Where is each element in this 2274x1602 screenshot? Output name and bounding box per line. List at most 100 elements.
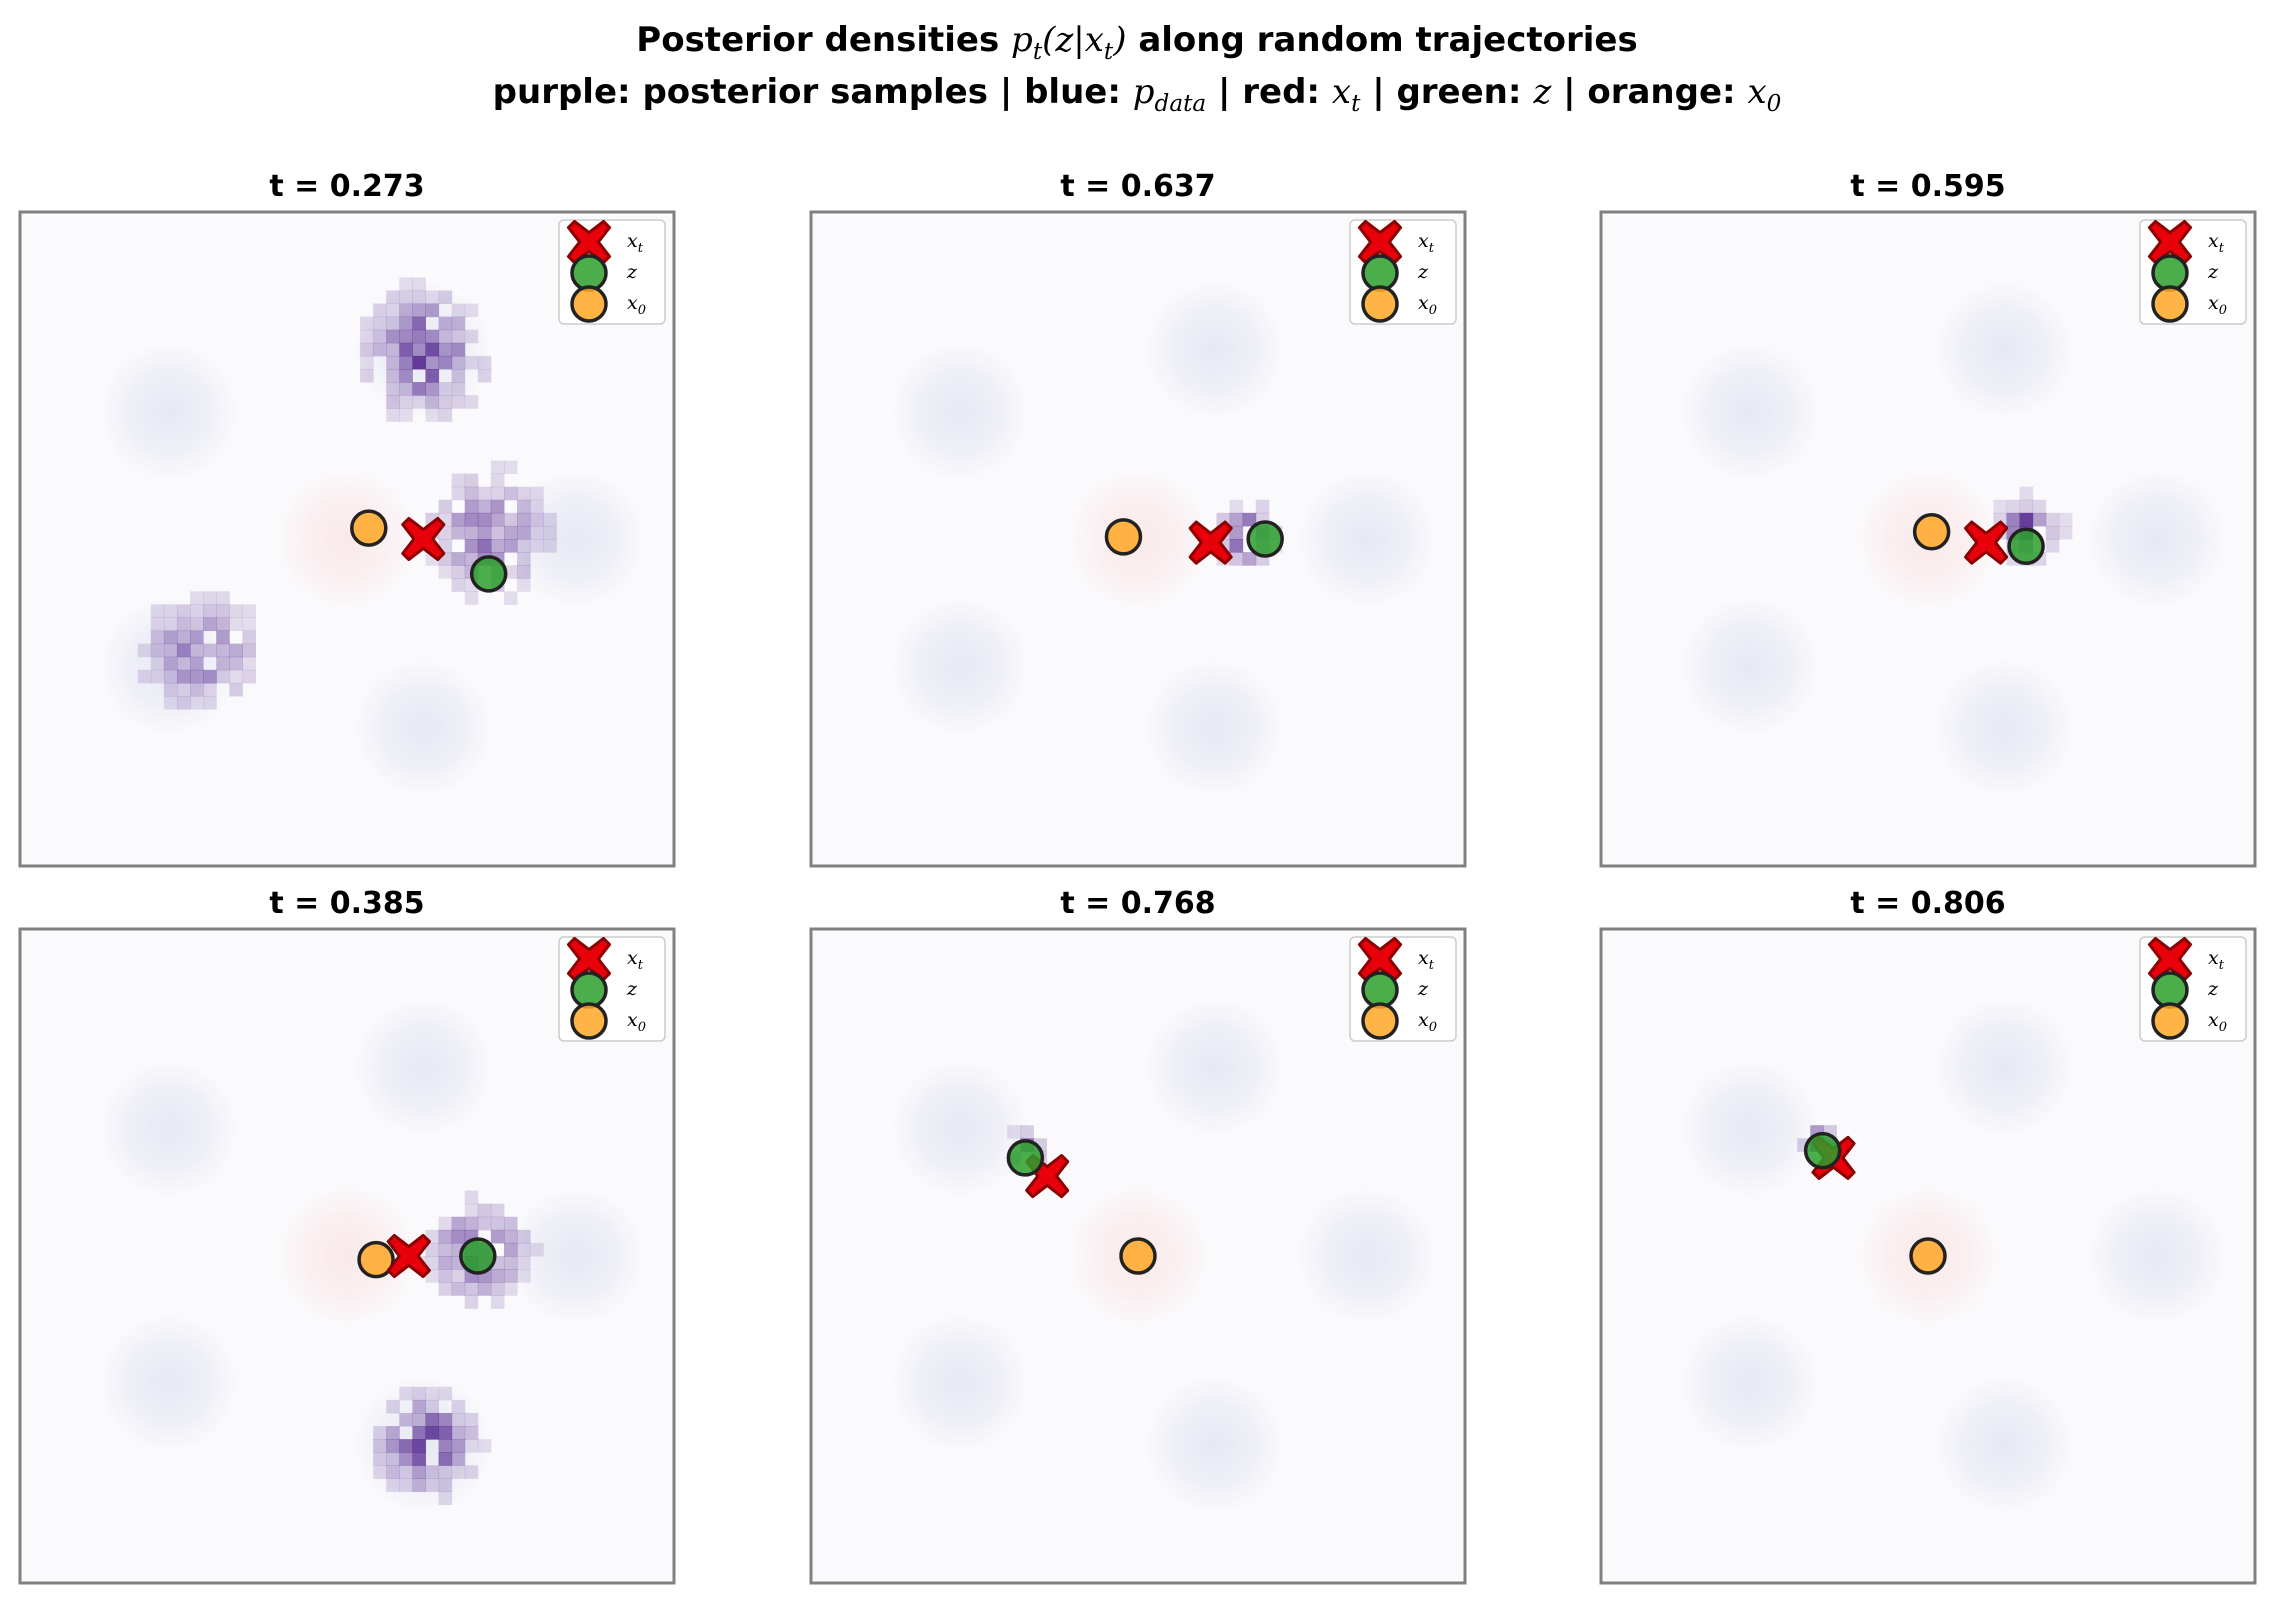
- legend-label: z: [1417, 261, 1429, 283]
- legend-x0-marker: [1361, 285, 1399, 323]
- posterior-cell: [425, 355, 440, 370]
- data-density-mode: [1935, 658, 2074, 797]
- posterior-cell: [399, 382, 413, 396]
- data-density-mode: [2087, 469, 2226, 609]
- posterior-cell: [412, 1439, 426, 1453]
- posterior-cell: [464, 1282, 479, 1296]
- posterior-cell: [451, 303, 466, 318]
- posterior-cell: [438, 1216, 453, 1231]
- density-layer: [890, 998, 1436, 1514]
- posterior-cell: [373, 1439, 387, 1453]
- legend-xt-marker: [1357, 936, 1403, 982]
- posterior-cell: [517, 1229, 531, 1244]
- posterior-cell: [242, 656, 256, 671]
- subplot-title: t = 0.385: [269, 886, 424, 921]
- subplot-title: t = 0.273: [269, 169, 424, 204]
- legend-label: z: [2207, 261, 2219, 283]
- posterior-cell: [490, 460, 505, 475]
- posterior-cell: [530, 512, 544, 527]
- posterior-cell: [464, 329, 479, 344]
- data-density-mode: [1297, 469, 1436, 609]
- data-density-mode: [354, 658, 493, 797]
- posterior-cell: [203, 682, 217, 697]
- posterior-cell: [517, 1242, 531, 1257]
- x0-marker: [350, 509, 388, 547]
- posterior-cell: [163, 656, 178, 671]
- posterior-cell: [425, 1465, 440, 1479]
- data-density-mode: [506, 1186, 645, 1326]
- prior-density: [274, 1183, 420, 1329]
- posterior-cell: [477, 499, 492, 514]
- posterior-cell: [373, 1452, 387, 1466]
- legend-x0-marker: [570, 285, 608, 323]
- data-density-mode: [1680, 1059, 1819, 1198]
- posterior-cell: [412, 1465, 426, 1479]
- posterior-cell: [451, 1229, 466, 1244]
- posterior-cell: [399, 1465, 413, 1479]
- posterior-cell: [503, 1269, 518, 1283]
- posterior-cell: [425, 395, 440, 409]
- posterior-cell: [464, 525, 479, 540]
- posterior-cell: [451, 552, 466, 566]
- posterior-cell: [477, 1282, 492, 1296]
- posterior-cell: [412, 290, 426, 305]
- posterior-cell: [451, 1439, 466, 1453]
- posterior-cell: [163, 617, 178, 632]
- posterior-cell: [490, 1229, 505, 1244]
- data-density-mode: [1145, 281, 1284, 420]
- posterior-cell: [464, 1439, 479, 1453]
- posterior-cell: [386, 355, 400, 370]
- data-density-mode: [99, 597, 239, 736]
- posterior-cell: [464, 1426, 479, 1440]
- posterior-cell: [399, 1452, 413, 1466]
- posterior-cell: [190, 643, 204, 658]
- posterior-cell: [530, 525, 544, 540]
- posterior-cell: [490, 473, 505, 488]
- posterior-cell: [425, 1256, 440, 1270]
- posterior-cell: [477, 539, 492, 553]
- posterior-cell: [451, 316, 466, 331]
- posterior-cell: [163, 682, 178, 697]
- posterior-cell: [163, 604, 178, 618]
- posterior-cell: [1007, 1125, 1021, 1139]
- posterior-cell: [517, 512, 531, 527]
- posterior-cell: [1242, 552, 1257, 566]
- posterior-cell: [399, 303, 413, 318]
- legend-x0-marker: [2151, 285, 2189, 323]
- posterior-cell: [163, 669, 178, 684]
- data-density-mode: [1935, 1375, 2074, 1514]
- posterior-cell: [503, 486, 518, 501]
- z-marker: [2007, 527, 2045, 566]
- posterior-cell: [477, 368, 492, 383]
- posterior-cell: [438, 1269, 453, 1283]
- posterior-cell: [242, 604, 256, 618]
- posterior-cell: [412, 395, 426, 409]
- posterior-cell: [399, 355, 413, 370]
- posterior-cell: [464, 1203, 479, 1218]
- posterior-cell: [190, 669, 204, 684]
- posterior-cell: [503, 539, 518, 553]
- subplot-title: t = 0.806: [1850, 886, 2005, 921]
- posterior-cell: [137, 643, 152, 658]
- plot-frame: [1599, 927, 2257, 1585]
- posterior-cell: [386, 329, 400, 344]
- posterior-cell: [517, 578, 531, 592]
- plot-frame: [1599, 210, 2257, 868]
- posterior-cell: [490, 486, 505, 501]
- posterior-cell: [451, 473, 466, 488]
- prior-density: [274, 466, 420, 612]
- posterior-cell: [150, 669, 165, 684]
- subplot-title: t = 0.637: [1060, 169, 1215, 204]
- posterior-cell: [451, 1465, 466, 1479]
- posterior-cell: [373, 303, 387, 318]
- posterior-cell: [399, 316, 413, 331]
- posterior-cell: [373, 329, 387, 344]
- data-density-mode: [1145, 658, 1284, 797]
- subplot-title: t = 0.768: [1060, 886, 1215, 921]
